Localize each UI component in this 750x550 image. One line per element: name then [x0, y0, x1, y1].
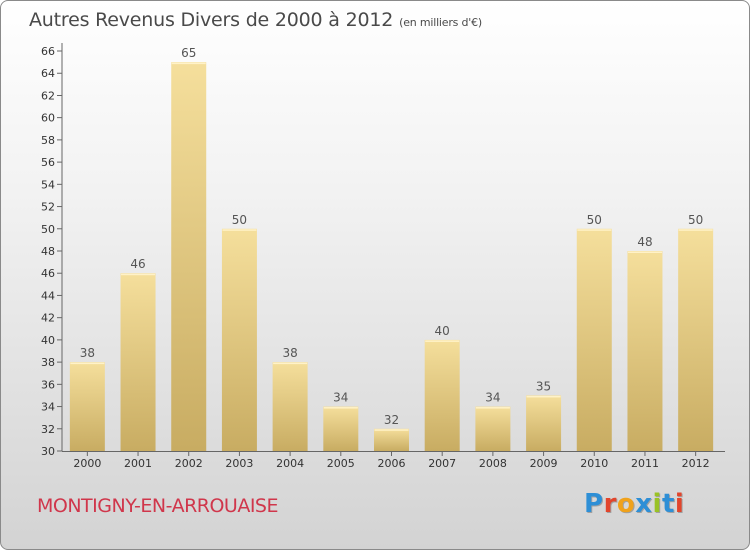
y-tick-label: 34 — [41, 401, 55, 414]
chart-subtitle: (en milliers d'€) — [399, 16, 483, 29]
x-tick-label: 2011 — [631, 457, 659, 470]
data-label: 34 — [485, 391, 500, 405]
y-tick-label: 58 — [41, 134, 55, 147]
y-tick-label: 30 — [41, 445, 55, 458]
chart-title-text: Autres Revenus Divers de 2000 à 2012 — [29, 9, 394, 31]
bar-highlight — [121, 273, 156, 276]
bar-highlight — [171, 62, 206, 65]
y-tick-label: 42 — [41, 312, 55, 325]
bar — [424, 339, 460, 451]
bar — [221, 228, 257, 451]
y-tick-label: 56 — [41, 156, 55, 169]
y-tick-label: 54 — [41, 178, 55, 191]
proxiti-logo[interactable]: Proxiti — [584, 489, 684, 519]
bar — [120, 273, 156, 451]
y-tick-label: 40 — [41, 334, 55, 347]
data-label: 50 — [587, 213, 602, 227]
y-tick-label: 64 — [41, 67, 55, 80]
data-label: 32 — [384, 413, 399, 427]
bar-highlight — [374, 429, 409, 431]
y-tick-label: 36 — [41, 378, 55, 391]
logo-letter: P — [584, 489, 604, 519]
chart-title: Autres Revenus Divers de 2000 à 2012 (en … — [29, 9, 482, 31]
bar-highlight — [526, 395, 561, 398]
x-tick-label: 2012 — [682, 457, 710, 470]
bar — [69, 362, 105, 451]
data-label: 38 — [282, 346, 297, 360]
axes-group: 2000 2001 2002 2003 2004 2005 2006 2007 2008 2009… — [41, 43, 725, 470]
bar — [323, 406, 359, 451]
logo-letter: i — [652, 489, 662, 519]
data-label: 65 — [181, 46, 196, 60]
x-tick-label: 2000 — [73, 457, 101, 470]
data-label: 38 — [80, 346, 95, 360]
y-tick-label: 46 — [41, 267, 55, 280]
y-tick-label: 66 — [41, 45, 55, 58]
y-tick-label: 32 — [41, 423, 55, 436]
data-label: 50 — [232, 213, 247, 227]
data-label: 35 — [536, 379, 551, 393]
data-label: 40 — [435, 324, 450, 338]
bars-group: 38 46 65 50 38 34 32 40 34 35 50 48 50 — [69, 46, 714, 451]
bar-highlight — [425, 340, 460, 342]
y-tick-label: 38 — [41, 356, 55, 369]
bar-highlight — [678, 229, 713, 231]
bar — [272, 362, 308, 451]
y-tick-label: 50 — [41, 223, 55, 236]
data-label: 34 — [333, 391, 348, 405]
y-tick-label: 48 — [41, 245, 55, 258]
x-tick-label: 2008 — [479, 457, 507, 470]
logo-letter: i — [674, 489, 685, 519]
x-tick-label: 2004 — [276, 457, 304, 470]
x-tick-label: 2001 — [124, 457, 152, 470]
bar-highlight — [70, 362, 105, 365]
bar — [374, 428, 409, 451]
y-tick-label: 44 — [41, 289, 55, 302]
bar-highlight — [577, 229, 612, 231]
bar-highlight — [323, 407, 358, 409]
x-tick-label: 2010 — [580, 457, 608, 470]
y-tick-label: 62 — [41, 89, 55, 102]
logo-letter: r — [603, 489, 617, 519]
x-tick-label: 2002 — [175, 457, 203, 470]
x-tick-label: 2009 — [530, 457, 558, 470]
data-label: 50 — [688, 213, 703, 227]
bar — [526, 395, 562, 451]
bar — [475, 406, 511, 451]
data-label: 48 — [637, 235, 652, 249]
bar-highlight — [222, 229, 257, 231]
bar-highlight — [273, 362, 308, 365]
data-label: 46 — [130, 257, 145, 271]
town-name: MONTIGNY-EN-ARROUAISE — [37, 495, 279, 517]
bar-highlight — [475, 407, 510, 409]
bar-highlight — [627, 251, 662, 253]
x-tick-label: 2005 — [327, 457, 355, 470]
bar — [627, 251, 663, 451]
logo-letter: o — [616, 489, 636, 519]
x-tick-label: 2007 — [428, 457, 456, 470]
bar — [576, 228, 612, 451]
x-tick-label: 2003 — [225, 457, 253, 470]
logo-letter: t — [661, 489, 675, 519]
logo-letter: x — [635, 489, 653, 519]
bar — [171, 62, 207, 451]
bar — [678, 228, 714, 451]
y-tick-label: 52 — [41, 201, 55, 214]
y-tick-label: 60 — [41, 112, 55, 125]
x-tick-label: 2006 — [378, 457, 406, 470]
